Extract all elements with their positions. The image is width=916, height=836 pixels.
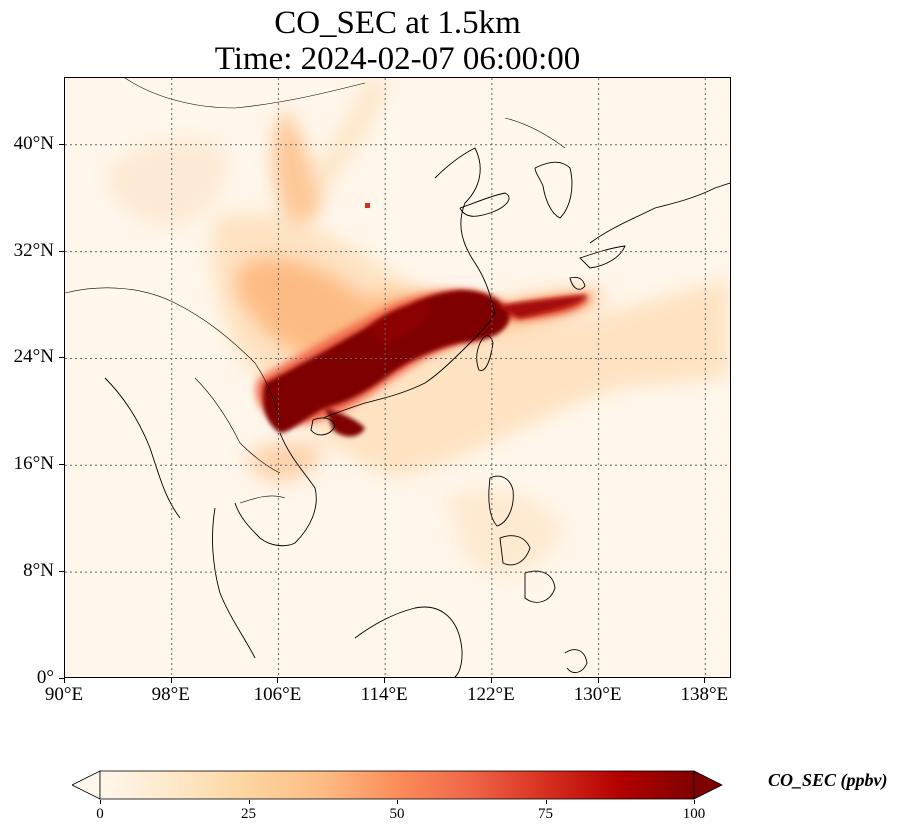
lat-tick-mark	[59, 143, 64, 145]
lon-tick-label: 98°E	[151, 684, 190, 705]
lon-tick-mark	[277, 678, 279, 683]
gridlines	[65, 78, 730, 677]
isolated-plume-spot	[365, 203, 370, 208]
lat-tick-mark	[59, 464, 64, 466]
colorbar-tick-mark	[100, 800, 101, 804]
colorbar-tick-label: 100	[682, 806, 706, 822]
colorbar-tick-mark	[545, 800, 547, 804]
co-plume-field	[105, 78, 730, 575]
lat-tick-mark	[59, 571, 64, 573]
lat-tick-label: 16°N	[13, 453, 54, 475]
colorbar-gradient	[99, 770, 695, 800]
lat-tick-mark	[59, 357, 64, 359]
colorbar-label: CO_SEC (ppbv)	[768, 770, 888, 790]
lon-tick-label: 90°E	[44, 684, 84, 705]
lat-tick-label: 8°N	[23, 560, 54, 582]
lat-tick-mark	[59, 678, 64, 679]
lon-tick-mark	[490, 678, 492, 683]
lat-tick-label: 32°N	[13, 239, 54, 261]
lon-tick-mark	[597, 678, 599, 683]
lon-tick-mark	[64, 678, 65, 683]
colorbar-tick-label: 25	[241, 806, 256, 822]
lon-tick-label: 114°E	[360, 684, 408, 705]
colorbar-tick-label: 75	[538, 806, 553, 822]
colorbar-tick-mark	[248, 800, 250, 804]
lat-tick-label: 0°	[36, 667, 54, 688]
colorbar-high-extend	[693, 770, 723, 800]
lon-tick-mark	[170, 678, 172, 683]
coastlines	[65, 78, 730, 677]
lon-tick-mark	[704, 678, 706, 683]
colorbar-low-extend	[72, 770, 101, 800]
map-title-line2: Time: 2024-02-07 06:00:00	[214, 41, 581, 77]
colorbar-tick-label: 50	[389, 806, 405, 822]
map-canvas	[65, 78, 730, 677]
colorbar	[72, 770, 723, 800]
lon-tick-mark	[384, 678, 386, 683]
colorbar-tick-mark	[694, 800, 695, 804]
lat-tick-label: 24°N	[13, 346, 54, 368]
lon-tick-label: 130°E	[573, 684, 622, 705]
colorbar-tick-label: 0	[96, 806, 104, 822]
lon-tick-label: 138°E	[680, 684, 729, 705]
lon-tick-label: 106°E	[253, 684, 302, 705]
lat-tick-mark	[59, 250, 64, 252]
lat-tick-label: 40°N	[13, 132, 54, 154]
map-plot-area	[64, 77, 731, 678]
lon-tick-label: 122°E	[467, 684, 515, 705]
map-title-line1: CO_SEC at 1.5km	[274, 5, 521, 41]
colorbar-tick-mark	[397, 800, 398, 804]
